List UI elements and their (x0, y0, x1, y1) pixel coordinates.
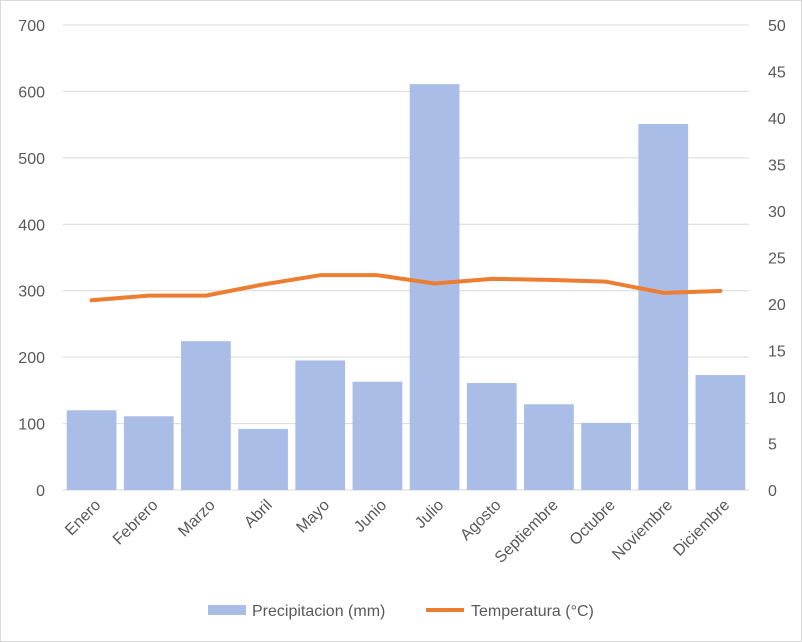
right-tick-label: 30 (768, 204, 786, 221)
temperature-point (719, 290, 721, 292)
bar-precipitation (352, 381, 403, 490)
bar-precipitation (638, 123, 689, 490)
gridlines (63, 24, 749, 491)
left-tick-label: 500 (18, 151, 45, 168)
temperature-point (376, 274, 378, 276)
x-tick-label: Agosto (457, 497, 504, 544)
bar-precipitation (66, 410, 117, 490)
temperature-point (319, 274, 321, 276)
legend-swatch-precipitation (208, 605, 246, 615)
right-tick-label: 50 (768, 18, 786, 35)
x-tick-label: Junio (351, 497, 390, 536)
temperature-point (491, 278, 493, 280)
bar-precipitation (181, 341, 231, 490)
left-axis-ticks: 0 100 200 300 400 500 600 700 (18, 18, 45, 500)
right-tick-label: 0 (768, 483, 777, 500)
legend-label-temperature: Temperatura (°C) (471, 603, 594, 620)
x-axis-labels: Enero Febrero Marzo Abril Mayo Junio Julio Agos… (62, 497, 733, 567)
right-tick-label: 15 (768, 344, 786, 361)
bar-precipitation (409, 84, 460, 490)
temperature-point (262, 283, 264, 285)
x-tick-label: Marzo (175, 497, 219, 541)
left-tick-label: 100 (18, 417, 45, 434)
temperature-point (434, 283, 436, 285)
bar-precipitation (524, 404, 574, 490)
temperature-point (148, 295, 150, 297)
x-tick-label: Diciembre (670, 497, 733, 560)
left-tick-label: 700 (18, 18, 45, 35)
left-tick-label: 0 (36, 483, 45, 500)
x-tick-label: Enero (62, 497, 104, 539)
bar-precipitation (581, 422, 631, 490)
bar-precipitation (295, 360, 346, 490)
temperature-point (91, 299, 93, 301)
bar-precipitation (466, 383, 517, 490)
right-tick-label: 40 (768, 111, 786, 128)
x-tick-label: Octubre (567, 497, 619, 549)
right-tick-label: 10 (768, 390, 786, 407)
left-tick-label: 400 (18, 217, 45, 234)
bar-precipitation (695, 375, 746, 490)
right-tick-label: 5 (768, 437, 777, 454)
right-axis-ticks: 0 5 10 15 20 25 30 35 40 45 50 (768, 18, 786, 500)
bar-precipitation (238, 428, 288, 490)
precipitation-bars (66, 84, 746, 490)
temperature-point (205, 295, 207, 297)
x-tick-label: Mayo (293, 497, 333, 537)
x-tick-label: Noviembre (609, 497, 676, 564)
right-tick-label: 25 (768, 251, 786, 268)
right-tick-label: 35 (768, 158, 786, 175)
legend: Precipitacion (mm) Temperatura (°C) (208, 603, 594, 620)
x-tick-label: Febrero (110, 497, 162, 549)
left-tick-label: 300 (18, 284, 45, 301)
temperature-series-line (89, 273, 723, 303)
x-tick-label: Julio (412, 497, 447, 532)
left-tick-label: 200 (18, 350, 45, 367)
right-tick-label: 45 (768, 65, 786, 82)
temperature-line (89, 273, 723, 303)
x-tick-label: Abril (241, 497, 276, 532)
left-tick-label: 600 (18, 84, 45, 101)
legend-label-precipitation: Precipitacion (mm) (252, 603, 385, 620)
temperature-point (662, 292, 664, 294)
right-tick-label: 20 (768, 297, 786, 314)
bar-precipitation (123, 416, 174, 490)
temperature-point (548, 279, 550, 281)
temperature-point (605, 281, 607, 283)
